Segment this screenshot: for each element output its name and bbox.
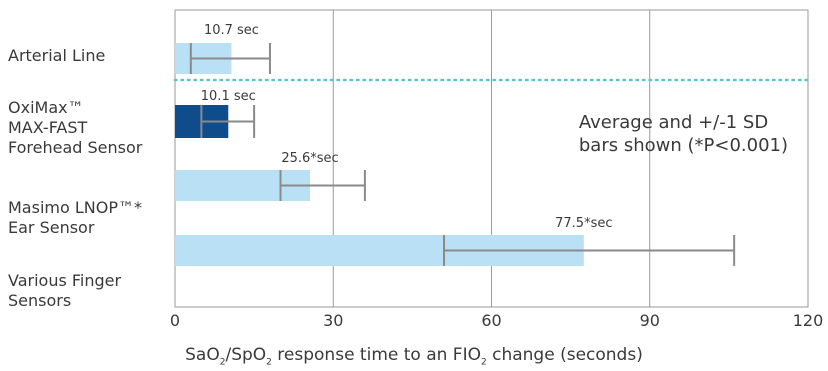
x-tick-label: 30 bbox=[323, 311, 343, 330]
x-tick-label: 120 bbox=[793, 311, 824, 330]
x-axis-label-part: /SpO bbox=[225, 345, 267, 365]
value-label: 10.7 sec bbox=[204, 23, 259, 38]
x-tick-label: 90 bbox=[640, 311, 660, 330]
value-label: 77.5*sec bbox=[555, 216, 612, 231]
x-axis-label-part: SaO bbox=[185, 345, 220, 365]
category-label-finger-sensors: Various Finger Sensors bbox=[8, 271, 122, 310]
value-label: 10.1 sec bbox=[201, 89, 256, 104]
value-label: 25.6*sec bbox=[281, 151, 338, 166]
x-tick-label: 60 bbox=[481, 311, 501, 330]
category-label-arterial-line: Arterial Line bbox=[8, 46, 106, 65]
x-axis-label: SaO2/SpO2 response time to an FIO2 chang… bbox=[0, 345, 828, 367]
chart-annotation: Average and +/-1 SD bars shown (*P<0.001… bbox=[578, 112, 788, 156]
category-label-oximax-forehead: OxiMax™ MAX-FAST Forehead Sensor bbox=[8, 98, 143, 157]
x-axis-label-subscript: 2 bbox=[219, 357, 226, 368]
x-axis-label-part: response time to an FIO bbox=[271, 345, 481, 365]
category-label-masimo-ear: Masimo LNOP™* Ear Sensor bbox=[8, 198, 142, 237]
x-axis-label-part: change (seconds) bbox=[486, 345, 643, 365]
x-axis-label-subscript: 2 bbox=[480, 357, 487, 368]
x-tick-label: 0 bbox=[170, 311, 180, 330]
x-axis-label-subscript: 2 bbox=[266, 357, 272, 368]
